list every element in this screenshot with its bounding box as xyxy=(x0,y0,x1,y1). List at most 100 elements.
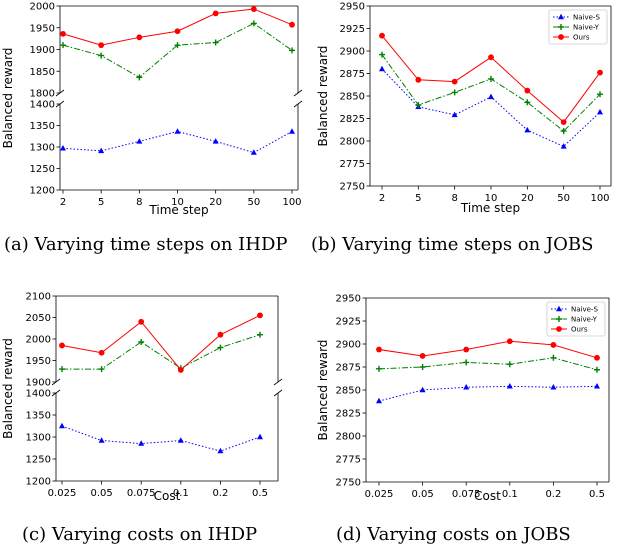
data-point-ours xyxy=(136,34,143,41)
data-point-naive-s xyxy=(488,93,494,100)
legend-label-naive-y: Naive-Y xyxy=(571,316,598,324)
data-point-ours xyxy=(174,28,181,35)
x-tick-label: 100 xyxy=(282,197,301,208)
y-tick-label-main: 2925 xyxy=(336,317,361,328)
y-tick-label-main: 2850 xyxy=(340,92,365,103)
data-point-naive-y xyxy=(506,361,513,368)
y-tick-label-upper: 2000 xyxy=(26,335,51,346)
axis-break-mark xyxy=(51,389,61,397)
x-tick-label: 0.5 xyxy=(589,489,605,500)
x-tick-label: 8 xyxy=(451,193,457,204)
y-tick-label-upper: 1950 xyxy=(26,356,51,367)
data-point-naive-s xyxy=(550,383,557,390)
x-tick-label: 100 xyxy=(590,193,609,204)
data-point-ours xyxy=(250,6,257,12)
series-line-naive-s xyxy=(378,385,598,402)
y-tick-label-upper: 1850 xyxy=(30,67,55,78)
y-tick-label-main: 2825 xyxy=(336,409,361,420)
legend-label-naive-s: Naive-S xyxy=(573,14,600,22)
caption-d: (d) Varying costs on JOBS xyxy=(336,524,571,545)
data-point-ours xyxy=(257,312,263,319)
x-tick-label: 20 xyxy=(521,193,534,204)
data-point-ours xyxy=(594,354,600,361)
x-axis-label: Cost xyxy=(154,489,181,503)
series-line-ours xyxy=(62,8,293,46)
x-tick-label: 0.05 xyxy=(411,489,433,500)
x-tick-label: 0.025 xyxy=(365,489,394,500)
legend-label-naive-s: Naive-S xyxy=(571,306,598,314)
y-tick-label-lower: 1400 xyxy=(30,100,55,111)
data-point-naive-s xyxy=(174,128,181,134)
y-tick-label-main: 2900 xyxy=(340,47,365,58)
y-tick-label-upper: 2050 xyxy=(26,313,51,324)
data-point-ours xyxy=(415,76,422,83)
x-tick-label: 0.2 xyxy=(545,489,561,500)
axis-break-mark xyxy=(51,378,61,386)
data-point-ours xyxy=(524,87,531,94)
data-point-naive-y xyxy=(138,339,145,346)
data-point-naive-y xyxy=(98,366,105,373)
y-tick-label-upper: 1900 xyxy=(30,45,55,56)
data-point-ours xyxy=(177,367,184,373)
y-tick-label-lower: 1350 xyxy=(26,411,51,422)
x-tick-label: 0.025 xyxy=(48,488,77,499)
series-line-naive-y xyxy=(378,357,598,371)
data-point-naive-s xyxy=(138,440,145,446)
axis-break-mark xyxy=(55,100,65,108)
data-point-naive-y xyxy=(379,51,385,58)
data-point-ours xyxy=(289,21,295,28)
y-tick-label-lower: 1300 xyxy=(26,433,51,444)
data-point-ours xyxy=(379,32,385,39)
data-point-naive-y xyxy=(550,354,557,361)
data-point-naive-y xyxy=(488,75,494,82)
data-point-ours xyxy=(419,353,426,359)
x-tick-label: 2 xyxy=(60,197,66,208)
data-point-naive-y xyxy=(217,344,224,351)
data-point-naive-s xyxy=(60,144,66,151)
y-tick-label-upper: 1900 xyxy=(26,378,51,389)
caption-c: (c) Varying costs on IHDP xyxy=(22,524,258,545)
x-tick-label: 20 xyxy=(209,197,222,208)
y-tick-label-upper: 1950 xyxy=(30,23,55,34)
y-tick-label-main: 2800 xyxy=(340,137,365,148)
data-point-ours xyxy=(597,69,603,76)
x-tick-label: 50 xyxy=(557,193,570,204)
legend-label-naive-y: Naive-Y xyxy=(573,24,600,32)
data-point-naive-s xyxy=(257,433,263,440)
legend-marker-ours xyxy=(556,326,562,332)
data-point-naive-s xyxy=(212,138,219,144)
axis-break-mark xyxy=(293,100,303,108)
series-line-naive-s xyxy=(61,425,261,452)
data-point-naive-s xyxy=(217,447,224,454)
data-point-ours xyxy=(488,54,494,61)
y-tick-label-upper: 2000 xyxy=(30,2,55,13)
axis-break-mark xyxy=(55,89,65,97)
y-tick-label-main: 2925 xyxy=(340,24,365,35)
series-line-naive-y xyxy=(381,54,601,132)
y-tick-label-lower: 1350 xyxy=(30,121,55,132)
legend-marker-naive-y xyxy=(558,24,564,30)
x-axis-label: Cost xyxy=(474,489,501,503)
y-tick-label-main: 2750 xyxy=(336,478,361,489)
x-tick-label: 5 xyxy=(415,193,421,204)
x-tick-label: 0.1 xyxy=(173,488,189,499)
x-tick-label: 0.05 xyxy=(90,488,112,499)
data-point-naive-s xyxy=(463,383,470,390)
y-tick-label-upper: 1800 xyxy=(30,89,55,100)
series-line-naive-y xyxy=(62,334,261,370)
chart-b: 2750 2775 2800 2825 2850 2875 2900 2925 2950 2 5 8 1… xyxy=(316,2,612,215)
legend-label-ours: Ours xyxy=(573,34,590,42)
x-axis-label: Time step xyxy=(148,203,208,217)
data-point-ours xyxy=(60,30,66,37)
data-point-naive-y xyxy=(597,91,603,98)
y-tick-label-main: 2875 xyxy=(340,69,365,80)
y-tick-label-lower: 1400 xyxy=(26,389,51,400)
data-point-naive-y xyxy=(59,366,65,373)
y-tick-label-lower: 1300 xyxy=(30,143,55,154)
data-point-naive-s xyxy=(524,126,531,133)
chart-a: 1800 1850 1900 1950 2000 1200 1250 1300 1350 1400… xyxy=(1,2,303,217)
y-tick-label-main: 2750 xyxy=(340,182,365,193)
data-point-naive-y xyxy=(419,364,426,370)
data-point-naive-y xyxy=(524,99,531,106)
